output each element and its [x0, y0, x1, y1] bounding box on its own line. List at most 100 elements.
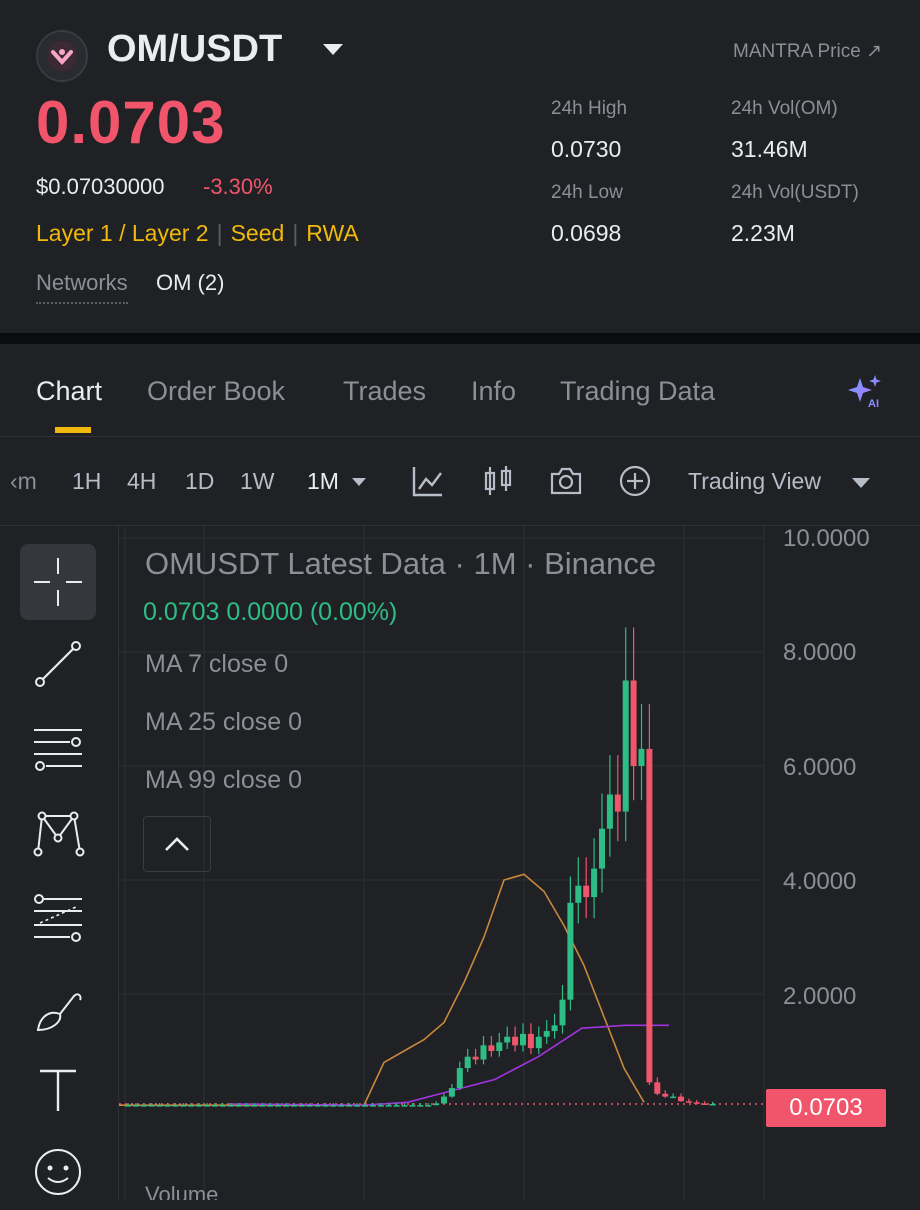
candle-body: [362, 1105, 368, 1107]
section-divider: [0, 333, 920, 344]
horizontal-lines-tool[interactable]: [20, 710, 96, 786]
high-value: 0.0730: [551, 136, 622, 162]
chart-toolbar: ‹m 1H 4H 1D 1W 1M Trading View: [0, 437, 920, 526]
candle-body: [693, 1102, 700, 1104]
candle-body: [709, 1104, 716, 1106]
candle-body: [535, 1036, 542, 1049]
candle-body: [685, 1101, 692, 1103]
timeframe-1d[interactable]: 1D: [185, 468, 215, 494]
last-price: 0.0703: [36, 89, 226, 156]
vol-om-value: 31.46M: [731, 136, 808, 162]
high-label: 24h High: [551, 98, 628, 119]
candle-body: [401, 1105, 408, 1107]
candle-body: [670, 1096, 677, 1099]
low-label: 24h Low: [551, 182, 623, 203]
candle-body: [322, 1105, 329, 1107]
timeframe-scroll-left[interactable]: ‹m: [10, 468, 37, 494]
candle-body: [180, 1105, 187, 1107]
timeframe-1w[interactable]: 1W: [240, 468, 275, 494]
tab-info[interactable]: Info: [471, 376, 517, 406]
brush-icon: [36, 993, 82, 1032]
trading-view-toggle[interactable]: Trading View: [688, 468, 821, 494]
candle-body: [196, 1105, 203, 1107]
y-axis-label: 10.0000: [783, 526, 870, 552]
camera-icon[interactable]: [548, 463, 584, 499]
candle-body: [204, 1105, 210, 1107]
tag-separator: |: [216, 220, 223, 246]
tag-seed[interactable]: Seed: [230, 220, 285, 246]
networks-label[interactable]: Networks: [36, 270, 128, 304]
low-value: 0.0698: [551, 220, 622, 246]
candle-body: [172, 1105, 179, 1107]
candle-body: [409, 1105, 416, 1107]
timeframe-1h[interactable]: 1H: [72, 468, 102, 494]
timeframe-4h[interactable]: 4H: [127, 468, 157, 494]
crosshair-icon: [34, 558, 82, 606]
candle-body: [433, 1103, 440, 1106]
candle-body: [417, 1105, 424, 1107]
candle-body: [132, 1105, 139, 1107]
candlestick-icon[interactable]: [480, 463, 516, 499]
plus-circle-icon[interactable]: [617, 463, 653, 499]
trading-view-caret-icon[interactable]: [852, 478, 870, 488]
candle-body: [125, 1105, 131, 1107]
brush-tool[interactable]: [20, 972, 96, 1048]
token-tags: Layer 1 / Layer 2 | Seed | RWA: [36, 220, 359, 247]
candle-body: [520, 1033, 526, 1046]
timeframe-1m-selected[interactable]: 1M: [307, 468, 339, 494]
trendline-tool[interactable]: [20, 626, 96, 702]
emoji-tool[interactable]: [20, 1134, 96, 1210]
pair-selector-label[interactable]: OM/USDT: [107, 28, 283, 70]
candle-body: [512, 1036, 519, 1046]
ma99-line: [228, 1024, 669, 1106]
pattern-tool[interactable]: [20, 794, 96, 870]
candle-body: [140, 1105, 147, 1107]
candle-body: [219, 1105, 226, 1107]
y-axis-label: 4.0000: [783, 868, 857, 895]
svg-text:AI: AI: [868, 398, 879, 410]
candle-body: [701, 1103, 708, 1105]
timeframe-more-caret-icon[interactable]: [352, 478, 366, 486]
fibonacci-icon: [34, 894, 82, 942]
ma7-legend: MA 7 close 0: [145, 650, 289, 678]
candle-body: [614, 794, 621, 812]
candle-body: [504, 1036, 511, 1043]
chart-line-icon[interactable]: [410, 463, 446, 499]
candle-body: [464, 1056, 471, 1069]
mantra-price-link[interactable]: MANTRA Price ↗: [733, 41, 882, 62]
chevron-up-icon: [165, 837, 189, 851]
tab-trading-data[interactable]: Trading Data: [560, 376, 716, 406]
price-chart[interactable]: OMUSDT Latest Data · 1M · Binance 0.0703…: [119, 526, 920, 1200]
candle-body: [472, 1056, 479, 1060]
candle-body: [527, 1033, 534, 1049]
candle-body: [354, 1105, 361, 1107]
candle-body: [646, 748, 653, 1083]
candle-body: [314, 1105, 321, 1107]
om-token-logo: [36, 30, 88, 82]
tag-layer[interactable]: Layer 1 / Layer 2: [36, 220, 209, 246]
text-tool[interactable]: [20, 1051, 96, 1127]
crosshair-tool[interactable]: [20, 544, 96, 620]
candle-body: [622, 680, 629, 812]
ma99-legend: MA 99 close 0: [145, 766, 303, 794]
candle-body: [488, 1045, 495, 1051]
candle-body: [259, 1105, 266, 1107]
candle-body: [377, 1105, 384, 1107]
candle-body: [227, 1105, 234, 1107]
candle-body: [448, 1088, 455, 1097]
networks-value[interactable]: OM (2): [156, 270, 225, 295]
y-axis-label: 6.0000: [783, 754, 857, 781]
tab-chart[interactable]: Chart: [36, 376, 103, 406]
candle-body: [551, 1025, 558, 1032]
candle-body: [164, 1105, 171, 1107]
tag-rwa[interactable]: RWA: [306, 220, 359, 246]
tab-trades[interactable]: Trades: [343, 376, 427, 406]
tab-order-book[interactable]: Order Book: [147, 376, 286, 406]
collapse-legend-button[interactable]: [143, 816, 211, 872]
candle-body: [298, 1105, 305, 1107]
fib-tool[interactable]: [20, 881, 96, 957]
pair-dropdown-caret-icon[interactable]: [323, 44, 343, 55]
candle-body: [496, 1042, 503, 1051]
ai-sparkle-icon[interactable]: AI: [846, 372, 886, 412]
candle-body: [235, 1105, 242, 1107]
